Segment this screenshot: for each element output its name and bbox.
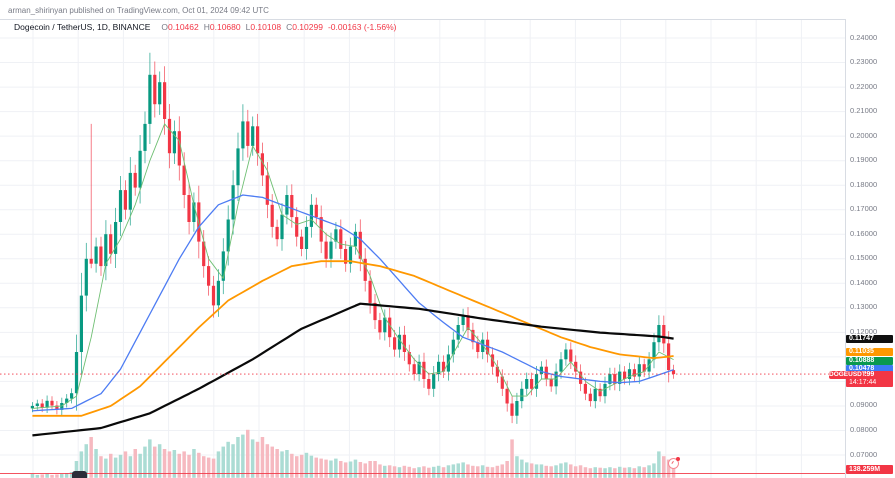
ohlc-low-value: 0.10108 (250, 22, 282, 32)
ohlc-high-value: 0.10680 (209, 22, 241, 32)
price-axis[interactable]: 0.24000 0.23000 0.22000 0.21000 0.20000 0.190… (845, 19, 895, 478)
ohlc-close-value: 0.10299 (292, 22, 323, 32)
ma-200-line (32, 302, 674, 437)
ma-50-line (32, 194, 674, 412)
price-tick: 0.16000 (850, 228, 878, 238)
change-value: -0.00163 (-1.56%) (327, 22, 397, 32)
ohlc-open-label: O (161, 22, 168, 32)
marker-alert-dot-icon (675, 457, 680, 461)
tradingview-logo-partial (72, 471, 87, 478)
price-tick: 0.18000 (850, 179, 878, 189)
marker-hand-icon (670, 460, 675, 465)
price-tick: 0.22000 (850, 81, 878, 91)
price-tick: 0.12000 (850, 326, 878, 336)
price-tick: 0.19000 (850, 155, 878, 165)
publish-info: arman_shirinyan published on TradingView… (8, 6, 269, 15)
price-tick: 0.14000 (850, 277, 878, 287)
volume-bars (30, 429, 676, 478)
bar-countdown: 14:17:44 (849, 378, 877, 386)
price-tick: 0.08000 (850, 425, 878, 434)
price-tick: 0.09000 (850, 400, 878, 410)
price-tick: 0.21000 (850, 106, 878, 116)
candles (30, 52, 676, 424)
symbol-title[interactable]: Dogecoin / TetherUS, 1D, BINANCE (14, 22, 151, 32)
price-tick: 0.17000 (850, 204, 878, 214)
last-volume-label: 138.259M (846, 465, 893, 474)
price-tick: 0.15000 (850, 253, 878, 263)
price-tick: 0.23000 (850, 57, 878, 66)
grid (0, 19, 895, 478)
ohlc-low-label: L (245, 22, 251, 32)
ma-100-line (32, 260, 674, 417)
ohlc-high-label: H (203, 22, 210, 32)
ohlc-close-label: C (286, 22, 293, 32)
ma-fast-line (32, 123, 674, 409)
price-tick: 0.24000 (850, 32, 878, 42)
price-tick: 0.07000 (850, 449, 878, 459)
ma-200-label: 0.11747 (846, 334, 893, 343)
ohlc-open-value: 0.10462 (168, 22, 199, 32)
symbol-price-tag: DOGEUSDT (829, 370, 866, 379)
ma-fast-label: 0.10888 (846, 357, 893, 366)
price-tick: 0.13000 (850, 302, 878, 312)
last-bar-countdown-icon[interactable] (667, 457, 680, 469)
ma-100-label: 0.11035 (846, 348, 893, 356)
ma-50-label: 0.10478 (846, 364, 893, 373)
symbol-legend: Dogecoin / TetherUS, 1D, BINANCE O0.10462… (14, 22, 396, 32)
price-tick: 0.20000 (850, 130, 878, 140)
